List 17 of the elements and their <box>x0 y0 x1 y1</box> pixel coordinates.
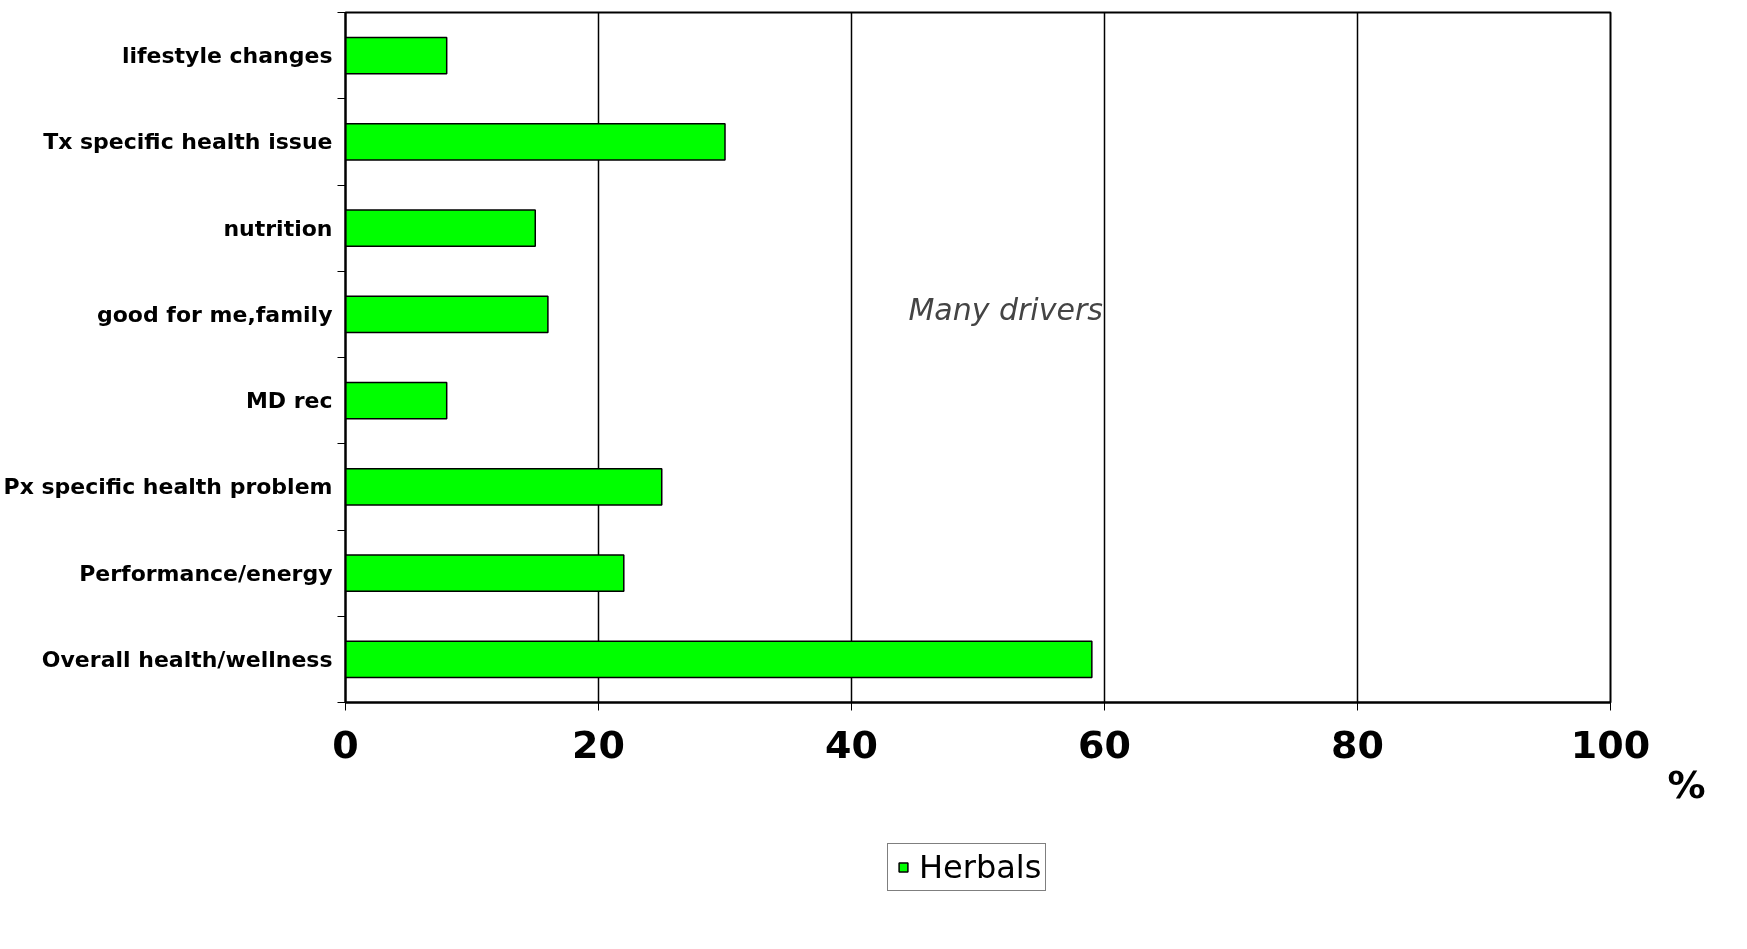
x-tick-label: 0 <box>332 722 359 767</box>
y-tick-label: Performance/energy <box>79 560 333 586</box>
x-axis-title: % <box>1667 762 1706 807</box>
legend-label: Herbals <box>919 848 1042 886</box>
x-tick-label: 60 <box>1078 722 1131 767</box>
x-tick-label: 80 <box>1331 722 1384 767</box>
x-tick-label: 20 <box>572 722 625 767</box>
y-tick-label: Overall health/wellness <box>41 646 333 672</box>
y-tick-label: good for me,family <box>96 301 333 327</box>
y-tick-label: MD rec <box>245 388 333 414</box>
y-tick-label: Tx specific health issue <box>43 129 333 155</box>
y-tick-label: Px specific health problem <box>3 474 333 500</box>
x-tick-label: 40 <box>825 722 878 767</box>
y-tick-label: nutrition <box>223 215 333 241</box>
x-tick-label: 100 <box>1570 722 1651 767</box>
y-tick-label: lifestyle changes <box>121 43 333 69</box>
annotation: Many drivers <box>908 292 1103 328</box>
